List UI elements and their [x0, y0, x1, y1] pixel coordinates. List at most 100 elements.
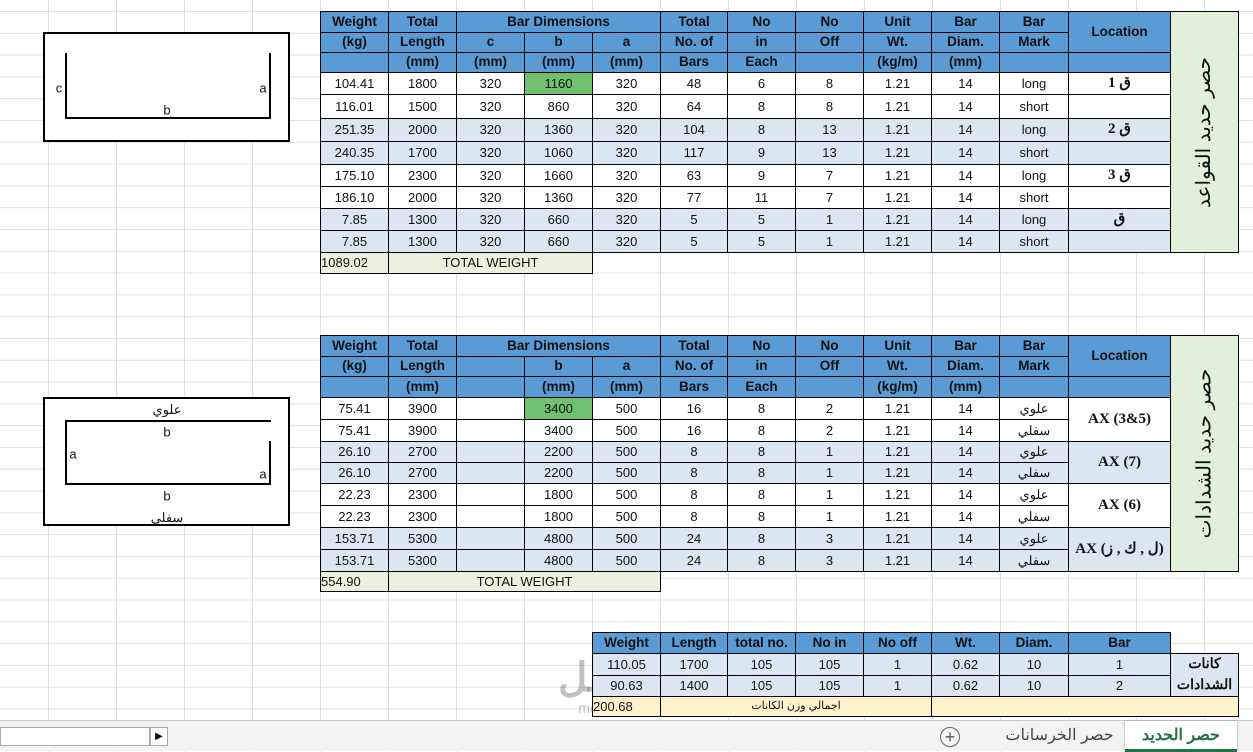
header-cell: Each — [727, 376, 796, 398]
header-cell — [1068, 52, 1171, 73]
data-cell: 8 — [727, 462, 796, 484]
data-cell: 1300 — [388, 230, 457, 253]
data-cell: 2700 — [388, 462, 457, 484]
data-cell: 24 — [660, 549, 728, 572]
data-cell: 105 — [795, 675, 864, 697]
total-value: 554.90 — [320, 571, 389, 592]
header-cell: Bar — [931, 335, 1000, 357]
data-cell: 1 — [863, 653, 932, 676]
scroll-arrow[interactable]: ▶ — [150, 727, 168, 746]
data-cell: 1360 — [524, 118, 593, 142]
data-cell: 3 — [795, 549, 864, 572]
header-cell: Weight — [592, 632, 661, 654]
data-cell: 1 — [795, 208, 864, 231]
data-cell: 14 — [931, 505, 1000, 528]
header-cell: No — [727, 11, 796, 33]
data-cell: 320 — [456, 94, 525, 119]
header-cell: No. of — [660, 356, 728, 377]
data-cell: 7.85 — [320, 230, 389, 253]
data-cell: 3900 — [388, 419, 457, 442]
data-cell: 1.21 — [863, 441, 932, 463]
data-cell: 320 — [456, 118, 525, 142]
data-cell: 8 — [660, 483, 728, 506]
scrollbar[interactable] — [0, 727, 150, 746]
data-cell: 7 — [795, 164, 864, 187]
data-cell: 8 — [660, 462, 728, 484]
header-cell: Bar Dimensions — [456, 335, 661, 357]
data-cell: 320 — [592, 141, 661, 165]
header-cell: (mm) — [592, 52, 661, 73]
data-cell: 320 — [592, 230, 661, 253]
data-cell: 1700 — [388, 141, 457, 165]
header-cell: Bar — [1068, 632, 1171, 654]
diagram-label: سفلي — [150, 510, 184, 525]
header-cell: Diam. — [931, 32, 1000, 53]
data-cell: 500 — [592, 397, 661, 420]
header-cell: No. of — [660, 32, 728, 53]
data-cell: 22.23 — [320, 505, 389, 528]
data-cell: 16 — [660, 419, 728, 442]
header-cell — [999, 376, 1069, 398]
data-cell: 2000 — [388, 118, 457, 142]
data-cell: 1 — [795, 441, 864, 463]
data-cell: 320 — [456, 164, 525, 187]
shape-line — [269, 441, 271, 484]
data-cell: 1.21 — [863, 505, 932, 528]
data-cell: 8 — [795, 94, 864, 119]
data-cell: 14 — [931, 118, 1000, 142]
sheet-tab-active[interactable]: حصر الحديد — [1125, 721, 1237, 752]
header-cell: Off — [795, 32, 864, 53]
data-cell: 320 — [592, 164, 661, 187]
data-cell — [456, 419, 525, 442]
data-cell: 500 — [592, 527, 661, 550]
header-cell — [999, 52, 1069, 73]
header-cell: Location — [1068, 11, 1171, 53]
data-cell: 1160 — [524, 72, 593, 95]
location-cell — [1068, 94, 1171, 119]
data-cell: 14 — [931, 94, 1000, 119]
data-cell: short — [999, 186, 1069, 209]
add-sheet-button[interactable]: + — [940, 727, 960, 747]
data-cell: 1300 — [388, 208, 457, 231]
data-cell: 3 — [795, 527, 864, 550]
data-cell: 14 — [931, 141, 1000, 165]
diagram-label: a — [259, 466, 267, 482]
diagram-label: a — [69, 446, 77, 462]
data-cell: 8 — [727, 397, 796, 420]
data-cell: 8 — [727, 549, 796, 572]
data-cell: 1.21 — [863, 186, 932, 209]
data-cell: 2 — [795, 397, 864, 420]
data-cell: 2200 — [524, 462, 593, 484]
data-cell: 26.10 — [320, 462, 389, 484]
data-cell: 8 — [727, 483, 796, 506]
total-value: 200.68 — [592, 696, 661, 717]
data-cell: 3400 — [524, 397, 593, 420]
data-cell: علوي — [999, 483, 1069, 506]
data-cell: 1 — [795, 483, 864, 506]
data-cell: 26.10 — [320, 441, 389, 463]
data-cell: 8 — [727, 94, 796, 119]
data-cell: 320 — [592, 94, 661, 119]
total-label: TOTAL WEIGHT — [388, 571, 661, 592]
data-cell — [456, 527, 525, 550]
data-cell: 14 — [931, 186, 1000, 209]
data-cell: 1.21 — [863, 230, 932, 253]
sheet-tab[interactable]: حصر الخرسانات — [1005, 727, 1114, 744]
header-cell: (mm) — [524, 376, 593, 398]
data-cell: 5300 — [388, 527, 457, 550]
data-cell: 104.41 — [320, 72, 389, 95]
data-cell: 660 — [524, 208, 593, 231]
data-cell: 1.21 — [863, 527, 932, 550]
data-cell: 1 — [795, 230, 864, 253]
header-cell: (mm) — [931, 52, 1000, 73]
header-cell: No — [795, 11, 864, 33]
header-cell: Unit — [863, 11, 932, 33]
data-cell: 153.71 — [320, 527, 389, 550]
header-cell: (mm) — [388, 52, 457, 73]
data-cell: 14 — [931, 441, 1000, 463]
data-cell: 1800 — [524, 505, 593, 528]
data-cell: 8 — [727, 505, 796, 528]
header-cell: (kg/m) — [863, 376, 932, 398]
location-cell — [1068, 230, 1171, 253]
